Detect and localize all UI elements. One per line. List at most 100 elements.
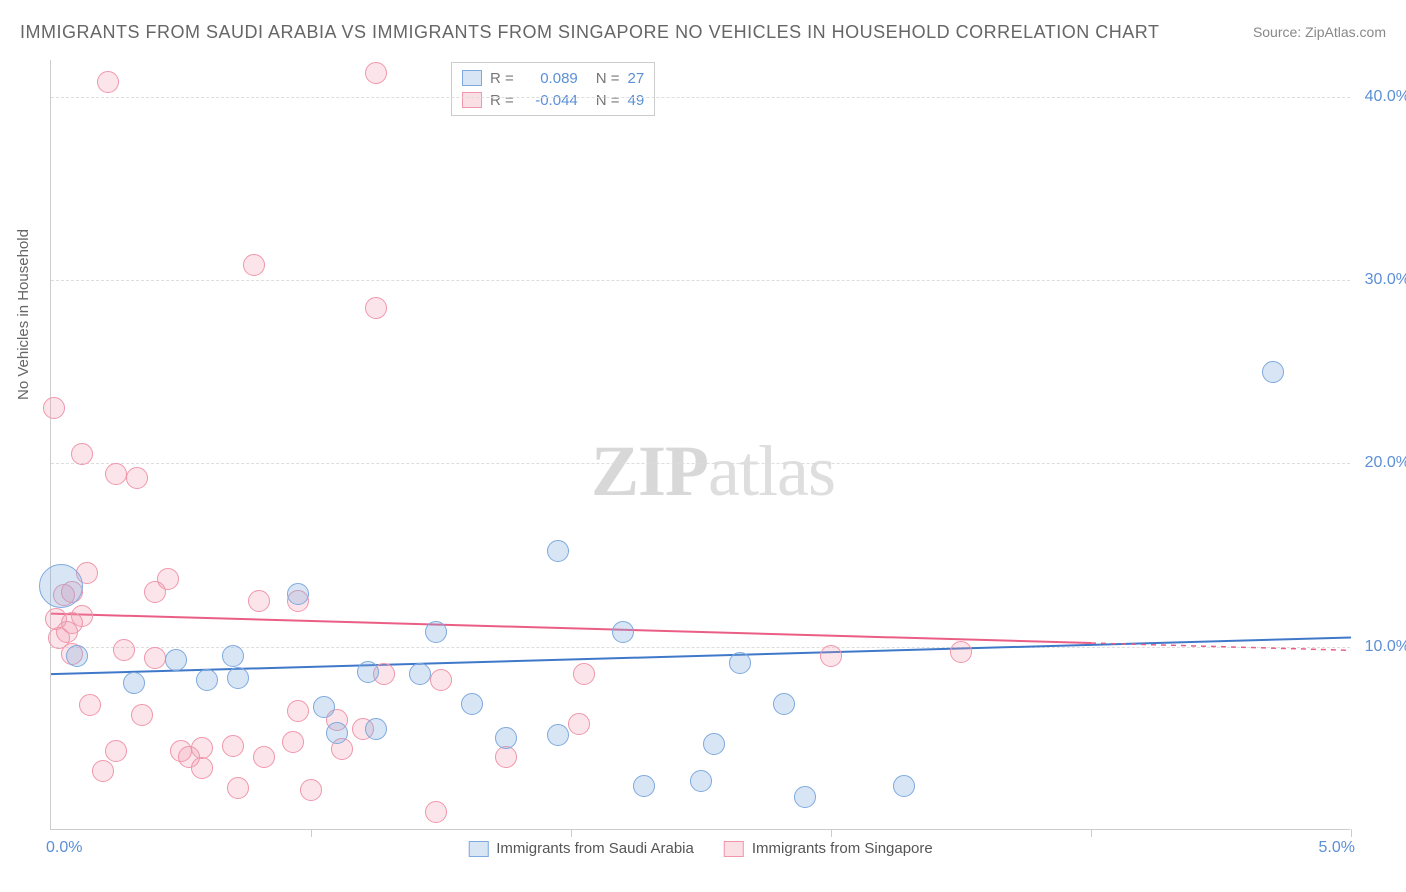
data-point-blue <box>123 672 145 694</box>
data-point-pink <box>282 731 304 753</box>
legend-item-blue: Immigrants from Saudi Arabia <box>468 840 694 857</box>
r-value-pink: -0.044 <box>522 92 578 109</box>
x-tick <box>1091 829 1092 837</box>
data-point-pink <box>300 779 322 801</box>
legend-row-blue: R = 0.089 N = 27 <box>462 67 644 89</box>
data-point-blue <box>313 696 335 718</box>
data-point-blue <box>703 733 725 755</box>
data-point-pink <box>287 700 309 722</box>
swatch-blue-icon <box>462 70 482 86</box>
legend-row-pink: R = -0.044 N = 49 <box>462 89 644 111</box>
data-point-blue <box>196 669 218 691</box>
data-point-pink <box>425 801 447 823</box>
data-point-blue <box>409 663 431 685</box>
scatter-chart: ZIPatlas R = 0.089 N = 27 R = -0.044 N =… <box>50 60 1350 830</box>
correlation-legend: R = 0.089 N = 27 R = -0.044 N = 49 <box>451 62 655 116</box>
data-point-pink <box>222 735 244 757</box>
r-value-blue: 0.089 <box>522 70 578 87</box>
swatch-pink-icon <box>462 92 482 108</box>
data-point-blue <box>222 645 244 667</box>
data-point-pink <box>157 568 179 590</box>
data-point-blue <box>227 667 249 689</box>
data-point-blue <box>365 718 387 740</box>
data-point-blue <box>547 540 569 562</box>
gridline <box>51 97 1350 98</box>
data-point-blue <box>729 652 751 674</box>
data-point-pink <box>243 254 265 276</box>
legend-label-pink: Immigrants from Singapore <box>752 840 933 857</box>
data-point-pink <box>568 713 590 735</box>
x-axis-max-label: 5.0% <box>1319 839 1355 857</box>
data-point-blue <box>326 722 348 744</box>
x-tick <box>571 829 572 837</box>
x-tick <box>831 829 832 837</box>
n-label: N = <box>596 70 620 87</box>
data-point-blue <box>612 621 634 643</box>
data-point-pink <box>191 757 213 779</box>
data-point-pink <box>950 641 972 663</box>
data-point-pink <box>430 669 452 691</box>
data-point-pink <box>365 297 387 319</box>
watermark: ZIPatlas <box>591 430 835 513</box>
data-point-pink <box>71 605 93 627</box>
data-point-pink <box>253 746 275 768</box>
series-legend: Immigrants from Saudi Arabia Immigrants … <box>468 840 932 857</box>
gridline <box>51 280 1350 281</box>
data-point-pink <box>71 443 93 465</box>
data-point-pink <box>144 647 166 669</box>
data-point-blue <box>495 727 517 749</box>
data-point-pink <box>248 590 270 612</box>
data-point-pink <box>105 740 127 762</box>
data-point-blue <box>39 564 83 608</box>
data-point-blue <box>165 649 187 671</box>
data-point-pink <box>227 777 249 799</box>
data-point-blue <box>287 583 309 605</box>
data-point-pink <box>820 645 842 667</box>
data-point-pink <box>365 62 387 84</box>
r-label: R = <box>490 70 514 87</box>
swatch-blue-icon <box>468 841 488 857</box>
gridline <box>51 647 1350 648</box>
chart-title: IMMIGRANTS FROM SAUDI ARABIA VS IMMIGRAN… <box>20 22 1159 43</box>
source-label: Source: <box>1253 24 1301 40</box>
x-axis-min-label: 0.0% <box>46 839 82 857</box>
data-point-blue <box>547 724 569 746</box>
data-point-pink <box>97 71 119 93</box>
data-point-pink <box>191 737 213 759</box>
swatch-pink-icon <box>724 841 744 857</box>
source-attribution: Source: ZipAtlas.com <box>1253 24 1386 40</box>
y-axis-label: 40.0% <box>1365 88 1406 106</box>
data-point-pink <box>573 663 595 685</box>
data-point-pink <box>113 639 135 661</box>
legend-label-blue: Immigrants from Saudi Arabia <box>496 840 694 857</box>
n-value-pink: 49 <box>628 92 645 109</box>
y-axis-label: 30.0% <box>1365 271 1406 289</box>
x-tick <box>311 829 312 837</box>
data-point-pink <box>105 463 127 485</box>
data-point-blue <box>425 621 447 643</box>
y-axis-title: No Vehicles in Household <box>15 229 32 400</box>
data-point-blue <box>1262 361 1284 383</box>
data-point-pink <box>131 704 153 726</box>
data-point-blue <box>66 645 88 667</box>
regression-lines <box>51 60 1351 830</box>
legend-item-pink: Immigrants from Singapore <box>724 840 933 857</box>
data-point-blue <box>773 693 795 715</box>
y-axis-label: 10.0% <box>1365 638 1406 656</box>
data-point-pink <box>43 397 65 419</box>
data-point-pink <box>92 760 114 782</box>
source-name: ZipAtlas.com <box>1305 24 1386 40</box>
data-point-pink <box>126 467 148 489</box>
r-label: R = <box>490 92 514 109</box>
data-point-blue <box>893 775 915 797</box>
data-point-pink <box>79 694 101 716</box>
data-point-blue <box>633 775 655 797</box>
data-point-blue <box>690 770 712 792</box>
n-value-blue: 27 <box>628 70 645 87</box>
data-point-blue <box>461 693 483 715</box>
x-tick <box>1351 829 1352 837</box>
data-point-blue <box>357 661 379 683</box>
gridline <box>51 463 1350 464</box>
watermark-zip: ZIP <box>591 431 708 511</box>
data-point-blue <box>794 786 816 808</box>
